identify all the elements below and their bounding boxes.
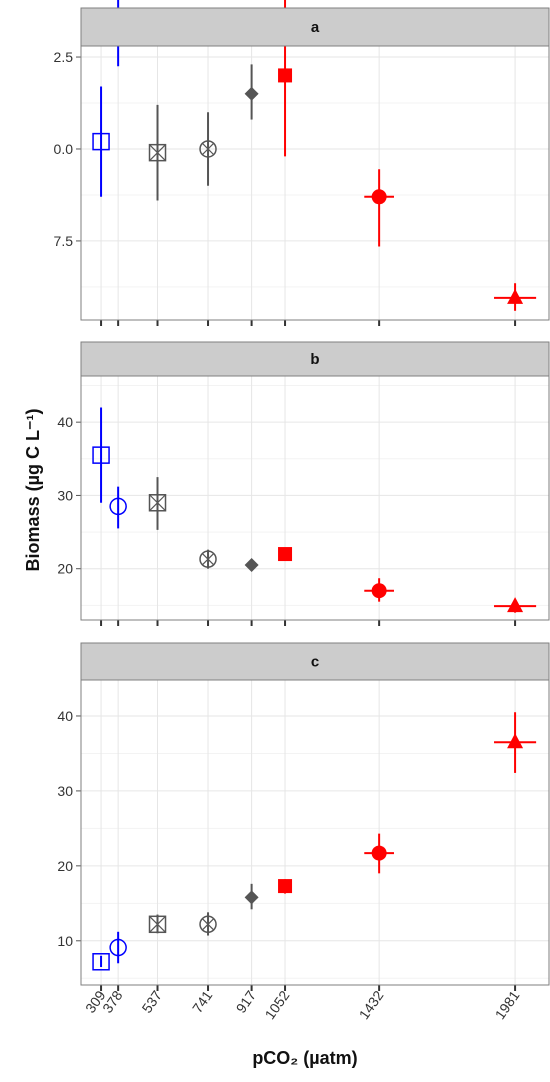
panel-b: 20 30 40 b	[57, 341, 550, 626]
marker-filled-circle	[371, 583, 387, 599]
strip-label-b: b	[310, 351, 319, 368]
data-point	[92, 86, 110, 197]
y-tick-label: 30	[57, 783, 73, 799]
data-point	[92, 407, 110, 503]
data-point	[199, 112, 217, 186]
data-point	[244, 883, 259, 910]
marker-cross-line	[149, 494, 166, 512]
data-point	[244, 558, 259, 573]
x-tick-label: 741	[189, 987, 216, 1015]
marker-open-square	[92, 953, 110, 971]
data-point	[109, 931, 127, 964]
data-point	[364, 169, 394, 247]
y-tick-label: 20	[57, 858, 73, 874]
marker-square-outline	[148, 494, 167, 512]
x-tick-label: 917	[233, 987, 260, 1015]
y-tick-label: 2.5	[54, 49, 74, 65]
data-point	[148, 477, 167, 530]
data-point	[199, 549, 217, 569]
marker-filled-triangle	[507, 733, 524, 749]
marker-cross-line	[149, 144, 166, 162]
marker-square-outline	[148, 915, 167, 934]
y-tick-label: 40	[57, 414, 73, 430]
panel-a: 7.5 0.0 2.5 a	[54, 0, 550, 326]
x-tick-label: 1432	[356, 987, 387, 1022]
x-tick-label: 537	[138, 987, 165, 1015]
data-point	[494, 712, 537, 773]
marker-open-square	[92, 446, 110, 464]
data-point	[364, 578, 394, 602]
marker-filled-diamond	[244, 86, 259, 101]
marker-filled-circle	[371, 189, 387, 205]
panels: 7.5 0.0 2.5 a 20 30 40 b 10 20 30 40 c	[54, 0, 550, 991]
strip-label-a: a	[311, 19, 320, 36]
panel-background	[81, 680, 549, 985]
data-point	[148, 104, 167, 201]
marker-filled-square	[278, 547, 293, 562]
marker-cross-line	[201, 552, 215, 566]
y-tick-label: 10	[57, 933, 73, 949]
marker-square-outline	[148, 143, 167, 162]
x-tick-label: 378	[99, 987, 126, 1015]
y-axis-title: Biomass (µg C L⁻¹)	[23, 409, 43, 572]
y-tick-label: 0.0	[54, 141, 74, 157]
x-tick-label: 1052	[262, 987, 293, 1022]
marker-filled-square	[278, 68, 293, 83]
data-point	[494, 597, 537, 613]
panel-c: 10 20 30 40 c	[57, 642, 550, 991]
marker-cross-line	[149, 915, 166, 933]
marker-open-circle	[109, 497, 127, 516]
y-tick-label: 20	[57, 561, 73, 577]
strip-label-c: c	[311, 654, 319, 671]
marker-filled-diamond	[244, 890, 259, 905]
data-point	[278, 547, 293, 562]
strip-c	[80, 642, 550, 681]
marker-filled-diamond	[244, 558, 259, 573]
data-point	[364, 833, 394, 874]
marker-circle-outline	[199, 550, 217, 568]
strip-a	[80, 7, 550, 47]
data-point	[278, 879, 293, 894]
marker-filled-circle	[371, 845, 387, 861]
y-tick-label: 40	[57, 708, 73, 724]
marker-filled-triangle	[507, 288, 524, 304]
x-tick-label: 1981	[492, 987, 523, 1022]
strip-b	[80, 341, 550, 377]
marker-open-square	[92, 132, 110, 151]
y-tick-label: 30	[57, 487, 73, 503]
panel-background	[81, 46, 549, 320]
panel-background	[81, 376, 549, 620]
marker-filled-square	[278, 879, 293, 894]
data-point	[92, 953, 110, 971]
data-point	[109, 486, 127, 529]
marker-filled-triangle	[507, 597, 524, 613]
marker-cross-line	[201, 918, 215, 931]
marker-circle-outline	[199, 915, 217, 934]
data-point	[494, 283, 537, 311]
y-tick-label: 7.5	[54, 233, 74, 249]
data-point	[244, 64, 259, 120]
marker-cross-line	[201, 142, 215, 156]
data-point	[199, 912, 217, 936]
marker-open-circle	[109, 938, 127, 957]
marker-circle-outline	[199, 140, 217, 158]
x-axis-title: pCO₂ (µatm)	[252, 1048, 357, 1068]
data-point	[148, 914, 167, 934]
